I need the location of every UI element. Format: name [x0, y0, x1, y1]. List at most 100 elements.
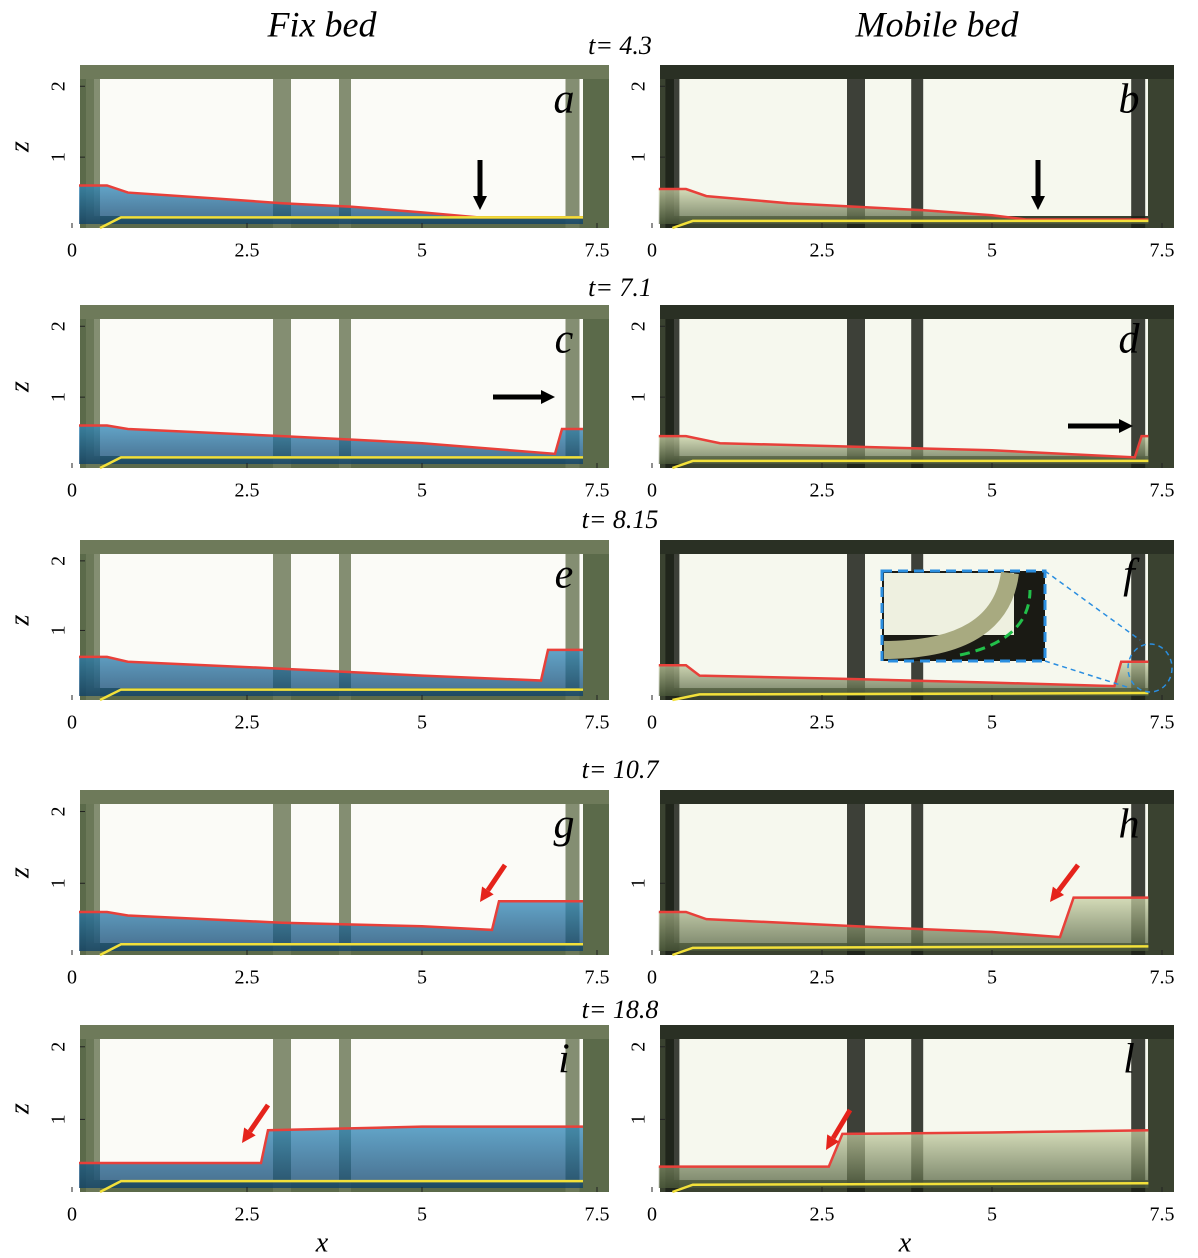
- x-tick-label: 7.5: [1150, 1204, 1175, 1226]
- column-title: Fix bed: [267, 4, 378, 44]
- x-tick-label: 5: [417, 1204, 427, 1226]
- y-tick-label: 1: [628, 1114, 650, 1124]
- x-tick-label: 7.5: [585, 480, 610, 502]
- y-tick-label: 1: [628, 878, 650, 888]
- y-axis-label: z: [4, 141, 35, 153]
- photo-top-bar: [80, 790, 609, 804]
- x-tick-label: 7.5: [1150, 712, 1175, 734]
- x-tick-label: 2.5: [810, 967, 835, 989]
- x-tick-label: 0: [67, 480, 77, 502]
- panel-label: e: [555, 552, 574, 598]
- y-tick-label: 2: [48, 556, 70, 566]
- x-tick-label: 2.5: [810, 480, 835, 502]
- x-axis-label: x: [315, 1227, 329, 1258]
- x-tick-label: 5: [987, 967, 997, 989]
- x-tick-label: 7.5: [585, 1204, 610, 1226]
- x-tick-label: 5: [417, 480, 427, 502]
- photo-top-bar: [80, 305, 609, 319]
- x-tick-label: 2.5: [810, 240, 835, 262]
- x-tick-label: 0: [67, 240, 77, 262]
- y-axis-label: z: [4, 381, 35, 393]
- panel-label: g: [554, 802, 575, 848]
- x-tick-label: 0: [647, 480, 657, 502]
- panel-label: b: [1119, 77, 1140, 123]
- time-label: t= 8.15: [582, 505, 659, 534]
- photo-window: [674, 317, 1148, 456]
- photo-window: [674, 77, 1148, 216]
- x-tick-label: 0: [67, 967, 77, 989]
- photo-top-bar: [660, 65, 1174, 79]
- panel: 02.557.512za: [4, 65, 609, 262]
- x-tick-label: 7.5: [1150, 967, 1175, 989]
- x-tick-label: 5: [987, 1204, 997, 1226]
- y-axis-label: z: [4, 614, 35, 626]
- x-tick-label: 2.5: [235, 712, 260, 734]
- column-title: Mobile bed: [855, 4, 1020, 44]
- x-tick-label: 0: [67, 712, 77, 734]
- photo-top-bar: [80, 65, 609, 79]
- panel-label: c: [555, 317, 574, 363]
- panel-label: d: [1119, 317, 1141, 363]
- y-tick-label: 1: [48, 625, 70, 635]
- x-tick-label: 0: [647, 240, 657, 262]
- panel-label: h: [1119, 802, 1140, 848]
- photo-top-bar: [660, 1025, 1174, 1039]
- panel: 0 2.5 5 7.5 1 2 z i: [4, 1025, 609, 1226]
- y-axis-label: z: [4, 1103, 35, 1115]
- pillar: [911, 305, 923, 468]
- photo-top-bar: [660, 790, 1174, 804]
- panel: 0 2.5 5 7.5 1 2 z g: [4, 790, 609, 989]
- time-label: t= 4.3: [588, 31, 652, 60]
- y-tick-label: 1: [628, 392, 650, 402]
- x-axis-label: x: [898, 1227, 912, 1258]
- pillar: [339, 65, 351, 228]
- photo-top-bar: [660, 305, 1174, 319]
- x-tick-label: 7.5: [585, 967, 610, 989]
- y-tick-label: 1: [48, 878, 70, 888]
- y-axis-label: z: [4, 867, 35, 879]
- y-tick-label: 2: [48, 1042, 70, 1052]
- figure: Fix bed Mobile bed x x t= 4.3 t= 7.1 t= 8.…: [0, 0, 1198, 1258]
- x-tick-label: 5: [417, 712, 427, 734]
- x-tick-label: 5: [987, 240, 997, 262]
- x-tick-label: 2.5: [235, 240, 260, 262]
- x-tick-label: 5: [987, 480, 997, 502]
- x-tick-label: 5: [417, 967, 427, 989]
- y-tick-label: 2: [48, 81, 70, 91]
- x-tick-label: 2.5: [235, 480, 260, 502]
- time-label: t= 18.8: [582, 995, 659, 1024]
- x-tick-label: 0: [647, 967, 657, 989]
- x-tick-label: 2.5: [810, 1204, 835, 1226]
- photo-top-bar: [80, 1025, 609, 1039]
- y-tick-label: 2: [628, 81, 650, 91]
- time-label: t= 7.1: [588, 273, 652, 302]
- x-tick-label: 5: [987, 712, 997, 734]
- pillar: [847, 305, 865, 468]
- y-tick-label: 2: [628, 321, 650, 331]
- x-tick-label: 7.5: [1150, 480, 1175, 502]
- panel: 02.557.512l: [628, 1025, 1175, 1226]
- y-tick-label: 1: [48, 1114, 70, 1124]
- panel-label: l: [1123, 1037, 1135, 1083]
- photo-top-bar: [80, 540, 609, 554]
- panel: 0 2.5 5 7.5 1 2 d: [628, 305, 1175, 502]
- x-tick-label: 2.5: [235, 967, 260, 989]
- pillar: [911, 65, 923, 228]
- time-label: t= 10.7: [582, 755, 660, 784]
- x-tick-label: 2.5: [810, 712, 835, 734]
- pillar: [847, 65, 865, 228]
- y-tick-label: 2: [48, 807, 70, 817]
- x-tick-label: 5: [417, 240, 427, 262]
- x-tick-label: 0: [67, 1204, 77, 1226]
- photo-top-bar: [660, 540, 1174, 554]
- y-tick-label: 1: [628, 152, 650, 162]
- x-tick-label: 7.5: [585, 240, 610, 262]
- x-tick-label: 7.5: [1150, 240, 1175, 262]
- x-tick-label: 2.5: [235, 1204, 260, 1226]
- y-tick-label: 1: [48, 392, 70, 402]
- panel-label: i: [558, 1037, 570, 1083]
- y-tick-label: 2: [628, 1042, 650, 1052]
- panel: 0 2.5 5 7.5 1 h: [628, 790, 1175, 989]
